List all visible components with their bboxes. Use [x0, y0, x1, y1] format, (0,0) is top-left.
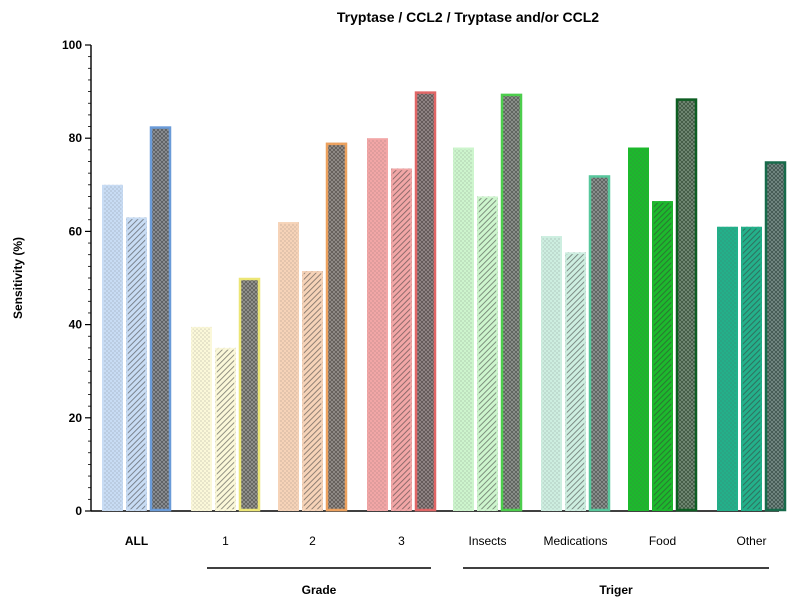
bar-border: [541, 236, 562, 511]
y-tick-label: 0: [75, 504, 82, 518]
bar-border: [102, 185, 123, 511]
bar: [278, 222, 299, 511]
bar: [675, 98, 698, 512]
bar-pattern: [628, 147, 649, 511]
bar-border: [278, 222, 299, 511]
bar-pattern: [589, 175, 610, 512]
bar: [414, 91, 437, 512]
bar-border: [238, 277, 261, 512]
bar-pattern: [541, 236, 562, 511]
bar-border: [453, 147, 474, 511]
x-tick-label: ALL: [125, 534, 148, 548]
x-tick-label: 3: [398, 534, 405, 548]
bar-border: [126, 217, 147, 511]
bar: [367, 138, 388, 511]
bar-pattern: [150, 126, 171, 512]
bar-pattern: [239, 278, 260, 511]
x-tick-label: 2: [309, 534, 316, 548]
bar-border: [149, 126, 172, 512]
category-groups: Grade Triger: [207, 567, 769, 597]
bar-border: [500, 93, 523, 512]
y-tick-label: 60: [69, 224, 83, 238]
bar-border: [717, 226, 738, 511]
bar: [628, 147, 649, 511]
bar-pattern: [367, 138, 388, 511]
bar-pattern: [126, 217, 147, 512]
bar: [717, 226, 738, 512]
y-tick-label: 100: [62, 38, 82, 52]
bar-border: [588, 175, 611, 512]
bar-pattern: [215, 347, 236, 511]
bar-pattern: [676, 98, 697, 511]
bar: [391, 168, 412, 512]
bar: [565, 252, 586, 511]
y-tick-label: 20: [69, 411, 83, 425]
x-tick-label: Food: [649, 534, 676, 548]
x-tick-label: 1: [222, 534, 229, 548]
category-labels: ALL 1 2 3 Insects Medications Food Other: [125, 534, 767, 548]
bar: [453, 147, 474, 511]
group-label: Grade: [302, 583, 337, 597]
bar-border: [741, 226, 762, 511]
bar: [541, 236, 562, 511]
bar-border: [764, 161, 787, 512]
bar-pattern: [765, 161, 786, 511]
bar: [126, 217, 147, 512]
bar-pattern: [741, 226, 762, 512]
bar: [764, 161, 787, 512]
bar-pattern: [453, 147, 474, 511]
bar-border: [477, 196, 498, 511]
bar-pattern: [391, 168, 412, 512]
bar: [302, 271, 323, 511]
x-tick-label: Medications: [543, 534, 607, 548]
bar-pattern: [652, 201, 673, 512]
bar-border: [367, 138, 388, 511]
bar-pattern: [102, 184, 123, 512]
x-tick-label: Insects: [468, 534, 506, 548]
bar-border: [675, 98, 698, 512]
bar-border: [302, 271, 323, 511]
chart-title: Tryptase / CCL2 / Tryptase and/or CCL2: [337, 9, 599, 25]
bar: [741, 226, 762, 512]
bar-border: [652, 201, 673, 511]
bar-border: [628, 147, 649, 511]
bar-pattern: [191, 326, 212, 511]
y-tick-label: 80: [69, 131, 83, 145]
y-tick-label: 40: [69, 318, 83, 332]
bar-pattern: [326, 142, 347, 512]
bar-border: [191, 327, 212, 511]
bar-pattern: [501, 93, 522, 512]
bar-border: [215, 348, 236, 511]
bar-pattern: [477, 196, 498, 511]
bar: [325, 142, 348, 512]
bar: [149, 126, 172, 512]
bar: [477, 196, 498, 511]
bar-pattern: [415, 91, 436, 511]
group-label: Triger: [599, 583, 633, 597]
bar-border: [325, 142, 348, 512]
bar-border: [565, 252, 586, 511]
x-tick-label: Other: [736, 534, 766, 548]
bar: [102, 184, 123, 512]
bars: [102, 91, 787, 512]
bar-border: [391, 168, 412, 511]
bar-pattern: [278, 222, 299, 511]
bar: [652, 201, 673, 512]
bar-pattern: [717, 226, 738, 512]
bar-border: [414, 91, 437, 512]
bar: [215, 347, 236, 511]
bar: [191, 326, 212, 511]
bar-pattern: [302, 271, 323, 511]
bar: [500, 93, 523, 512]
bar: [238, 277, 261, 512]
bar: [588, 175, 611, 512]
y-axis-label: Sensitivity (%): [11, 237, 25, 319]
bar-pattern: [565, 252, 586, 511]
